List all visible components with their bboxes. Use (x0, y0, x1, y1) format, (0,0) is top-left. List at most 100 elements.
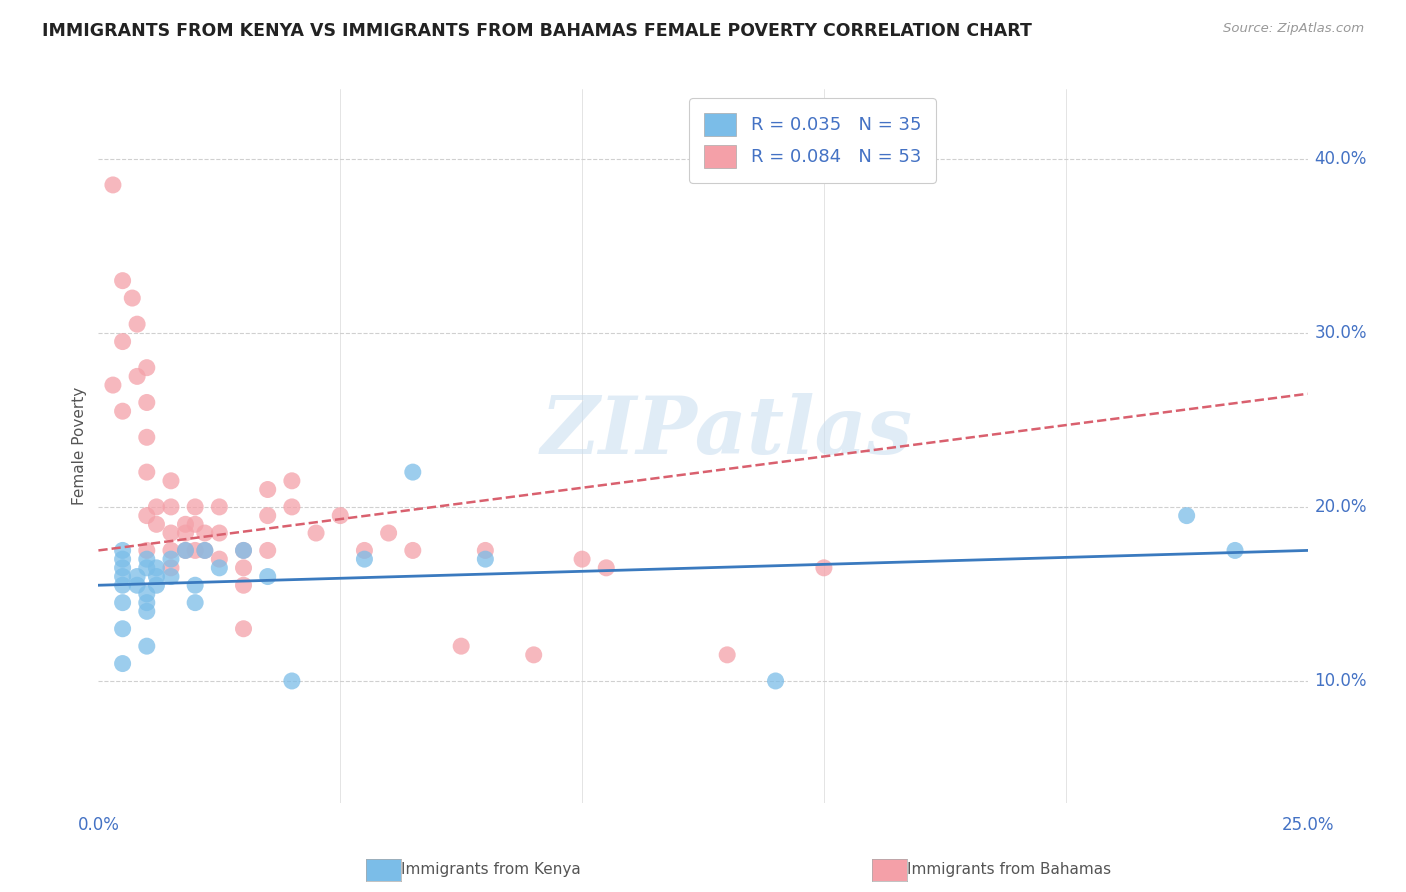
Point (111, 596, 134, 610)
Text: Source: ZipAtlas.com: Source: ZipAtlas.com (1223, 22, 1364, 36)
Point (160, 569, 183, 583)
Text: 25.0%: 25.0% (1281, 816, 1334, 834)
Point (523, 648, 546, 662)
Point (135, 596, 157, 610)
Point (232, 561, 254, 575)
Point (174, 543, 197, 558)
Point (135, 360, 157, 375)
Point (135, 395, 157, 409)
Point (127, 317, 149, 331)
Point (135, 508, 157, 523)
Point (765, 673, 787, 688)
Point (135, 604, 157, 618)
Point (474, 543, 496, 558)
Point (208, 552, 231, 566)
Point (127, 369, 149, 384)
Point (232, 622, 254, 636)
Point (111, 622, 134, 636)
Point (101, 178, 124, 192)
Point (194, 543, 217, 558)
Point (813, 561, 835, 575)
Point (135, 639, 157, 653)
Text: IMMIGRANTS FROM KENYA VS IMMIGRANTS FROM BAHAMAS FEMALE POVERTY CORRELATION CHAR: IMMIGRANTS FROM KENYA VS IMMIGRANTS FROM… (42, 22, 1032, 40)
Point (145, 517, 167, 532)
Point (1223, 543, 1246, 558)
Point (174, 543, 197, 558)
Point (377, 526, 399, 541)
Point (145, 569, 167, 583)
Point (160, 474, 183, 488)
Point (184, 517, 207, 532)
Point (450, 639, 472, 653)
Legend: R = 0.035   N = 35, R = 0.084   N = 53: R = 0.035 N = 35, R = 0.084 N = 53 (689, 98, 936, 183)
Point (194, 526, 217, 541)
Point (111, 274, 134, 288)
Point (127, 569, 149, 583)
Point (571, 552, 593, 566)
Point (232, 543, 254, 558)
Point (174, 517, 197, 532)
Point (160, 561, 183, 575)
Point (160, 543, 183, 558)
Point (194, 543, 217, 558)
Point (135, 543, 157, 558)
Point (281, 673, 304, 688)
Point (145, 500, 167, 514)
Point (127, 578, 149, 592)
Point (281, 474, 304, 488)
Text: 40.0%: 40.0% (1315, 150, 1367, 168)
Point (208, 526, 231, 541)
Point (256, 508, 278, 523)
Point (135, 552, 157, 566)
Point (160, 552, 183, 566)
Point (135, 465, 157, 479)
Text: 20.0%: 20.0% (1315, 498, 1367, 516)
Point (174, 526, 197, 541)
Text: ZIPatlas: ZIPatlas (541, 393, 914, 470)
Point (160, 526, 183, 541)
Point (232, 543, 254, 558)
Point (402, 543, 425, 558)
Text: Immigrants from Bahamas: Immigrants from Bahamas (907, 863, 1111, 877)
Point (595, 561, 617, 575)
Point (111, 561, 134, 575)
Point (474, 552, 496, 566)
Point (101, 378, 124, 392)
Point (184, 543, 207, 558)
Text: Immigrants from Kenya: Immigrants from Kenya (401, 863, 581, 877)
Point (256, 543, 278, 558)
Y-axis label: Female Poverty: Female Poverty (72, 387, 87, 505)
Point (111, 552, 134, 566)
Point (184, 578, 207, 592)
Point (232, 578, 254, 592)
Point (135, 561, 157, 575)
Point (145, 578, 167, 592)
Point (184, 596, 207, 610)
Text: 10.0%: 10.0% (1315, 672, 1367, 690)
Point (111, 578, 134, 592)
Point (135, 587, 157, 601)
Point (208, 561, 231, 575)
Point (111, 404, 134, 418)
Text: 0.0%: 0.0% (77, 816, 120, 834)
Point (305, 526, 328, 541)
Point (1175, 508, 1198, 523)
Point (121, 291, 143, 305)
Point (111, 543, 134, 558)
Point (160, 500, 183, 514)
Point (111, 334, 134, 349)
Point (281, 500, 304, 514)
Point (256, 483, 278, 497)
Point (402, 465, 425, 479)
Point (208, 500, 231, 514)
Point (329, 508, 352, 523)
Text: 30.0%: 30.0% (1315, 324, 1367, 342)
Point (716, 648, 738, 662)
Point (353, 543, 375, 558)
Point (111, 569, 134, 583)
Point (135, 430, 157, 444)
Point (184, 500, 207, 514)
Point (145, 561, 167, 575)
Point (111, 657, 134, 671)
Point (256, 569, 278, 583)
